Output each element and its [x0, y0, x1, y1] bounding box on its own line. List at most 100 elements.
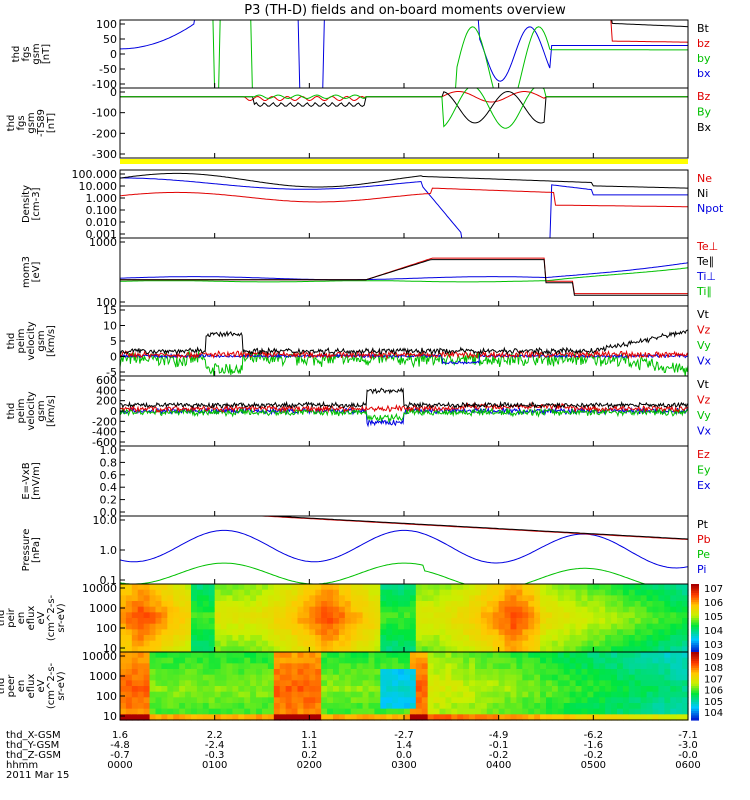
spec-cell	[605, 680, 612, 687]
spec-cell	[451, 601, 458, 608]
spec-cell	[617, 640, 624, 647]
spec-cell	[202, 589, 210, 596]
spec-cell	[238, 697, 245, 704]
ylabel-ion_spec: eflux	[26, 606, 37, 631]
spec-cell	[516, 601, 523, 608]
spec-cell	[185, 697, 192, 704]
spec-cell	[392, 714, 399, 721]
spec-cell	[232, 657, 239, 664]
spec-cell	[149, 674, 157, 681]
spec-cell	[202, 606, 210, 613]
spec-cell	[143, 708, 151, 715]
spec-cell	[362, 612, 370, 619]
spec-cell	[469, 703, 476, 710]
spec-cell	[611, 686, 618, 693]
spec-cell	[338, 703, 346, 710]
spec-cell	[120, 618, 127, 625]
spec-cell	[427, 623, 435, 630]
spec-cell	[581, 686, 589, 693]
spec-cell	[404, 691, 411, 698]
spec-cell	[409, 669, 417, 676]
spec-cell	[356, 703, 364, 710]
spec-cell	[528, 669, 535, 676]
spec-cell	[273, 703, 281, 710]
spec-cell	[327, 623, 334, 630]
spec-cell	[605, 652, 612, 659]
spec-cell	[480, 612, 488, 619]
spec-cell	[510, 669, 518, 676]
colorbar-cell	[691, 593, 699, 596]
spec-cell	[226, 686, 234, 693]
colorbar-cell	[691, 708, 699, 712]
spec-cell	[321, 703, 328, 710]
spec-cell	[202, 612, 210, 619]
spec-cell	[196, 691, 204, 698]
spec-cell	[309, 589, 316, 596]
spec-cell	[451, 646, 458, 653]
spec-cell	[451, 589, 458, 596]
spec-cell	[356, 635, 364, 642]
spec-cell	[368, 674, 376, 681]
spec-cell	[575, 697, 583, 704]
spec-cell	[622, 635, 630, 642]
spec-cell	[504, 601, 512, 608]
spec-cell	[285, 601, 293, 608]
spec-cell	[658, 606, 665, 613]
spec-cell	[155, 714, 163, 721]
spec-cell	[622, 703, 630, 710]
spec-cell	[504, 669, 512, 676]
spec-cell	[575, 640, 583, 647]
spec-cell	[581, 657, 589, 664]
spec-cell	[321, 601, 328, 608]
spec-cell	[303, 589, 310, 596]
spec-cell	[309, 669, 316, 676]
spec-cell	[309, 601, 316, 608]
spec-cell	[149, 657, 157, 664]
colorbar-cell	[691, 715, 699, 719]
spec-cell	[232, 623, 239, 630]
spec-cell	[167, 618, 174, 625]
spec-cell	[214, 635, 222, 642]
spec-cell	[120, 635, 127, 642]
panel-ion_spec: thd peir en eflux eV (cm^2-s-sr-eV)1071061051…	[0, 582, 723, 655]
spec-cell	[658, 595, 665, 602]
spec-cell	[569, 589, 577, 596]
spec-cell	[161, 646, 168, 653]
spec-cell	[356, 697, 364, 704]
spec-cell	[433, 669, 441, 676]
spec-cell	[492, 635, 500, 642]
ylabel-elec_spec: eflux	[26, 674, 37, 699]
spec-cell	[279, 589, 287, 596]
spec-cell	[469, 589, 476, 596]
spec-cell	[546, 703, 553, 710]
spec-cell	[433, 657, 441, 664]
spec-cell	[563, 589, 571, 596]
spec-cell	[404, 612, 411, 619]
spec-cell	[546, 714, 553, 721]
spec-cell	[256, 623, 263, 630]
spec-cell	[457, 708, 464, 715]
spec-cell	[563, 584, 571, 591]
spec-cell	[427, 703, 435, 710]
spec-cell	[682, 652, 689, 659]
spec-cell	[457, 669, 464, 676]
spec-cell	[333, 663, 340, 670]
spec-cell	[634, 708, 642, 715]
spec-cell	[522, 612, 529, 619]
spec-cell	[386, 686, 393, 693]
spec-cell	[652, 657, 660, 664]
spec-cell	[196, 674, 204, 681]
spec-cell	[569, 601, 577, 608]
xaxis-value: -3.0	[678, 740, 698, 751]
ytick-label: 0	[110, 48, 117, 61]
spec-cell	[120, 612, 127, 619]
spec-cell	[528, 708, 535, 715]
spec-cell	[120, 669, 127, 676]
colorbar-tick: 106	[704, 598, 723, 609]
spec-cell	[273, 691, 281, 698]
spec-cell	[273, 652, 281, 659]
spec-cell	[244, 640, 251, 647]
spec-cell	[155, 646, 163, 653]
spec-cell	[421, 686, 429, 693]
